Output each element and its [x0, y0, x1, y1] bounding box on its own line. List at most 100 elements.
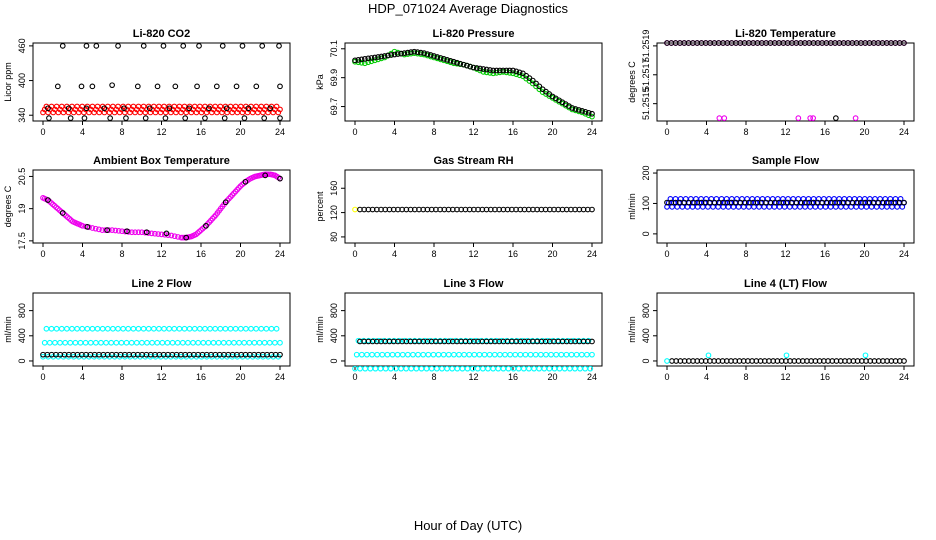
x-tick-label: 8	[743, 372, 748, 382]
data-point-line2-cyan	[118, 339, 125, 346]
data-point-line2-cyan	[135, 325, 142, 332]
panel-gas-stream-rh: Gas Stream RH percent 0 4 8 12 16 20 24 80 120 160	[315, 155, 603, 259]
data-point-line2-cyan	[149, 339, 155, 346]
data-point-line3-cyan	[464, 365, 471, 372]
data-point-line3-cyan	[568, 351, 575, 358]
y-tick-label: 20.5	[17, 168, 27, 186]
data-point-pressure-black	[516, 69, 523, 76]
data-point-line3-cyan	[387, 365, 394, 372]
panel-y-label: kPa	[315, 74, 325, 90]
x-tick-label: 12	[780, 127, 790, 137]
data-point-line2-cyan	[104, 325, 111, 332]
data-point-pressure-black	[460, 61, 467, 68]
data-point-line3-cyan	[556, 365, 563, 372]
x-tick-label: 24	[587, 249, 597, 259]
data-point-line2-cyan	[46, 339, 53, 346]
data-point-pressure-black	[506, 67, 513, 74]
data-point-line2-cyan	[128, 339, 135, 346]
data-point-line2-cyan	[185, 339, 191, 346]
x-tick-label: 20	[547, 127, 557, 137]
data-point-line2-black	[277, 351, 283, 358]
data-point-line3-cyan	[456, 351, 462, 358]
x-tick-label: 8	[431, 127, 436, 137]
figure-x-axis-label: Hour of Day (UTC)	[413, 518, 523, 533]
data-point-pressure-black	[447, 57, 454, 64]
data-point-cycle-3	[121, 105, 127, 112]
data-point-line3-cyan	[491, 351, 498, 358]
data-point-line3-cyan	[389, 351, 396, 358]
y-tick-label: 100	[641, 196, 651, 211]
data-point-line2-cyan	[120, 325, 126, 332]
data-point-line2-cyan	[231, 339, 237, 346]
data-point-line3-cyan	[357, 365, 363, 372]
data-point-cycle-2	[78, 83, 85, 90]
data-point-line3-cyan	[449, 365, 456, 372]
data-point-cycle-1	[276, 43, 282, 49]
x-tick-label: 24	[899, 249, 909, 259]
data-point-line2-cyan	[103, 339, 109, 346]
data-point-pressure-green	[585, 112, 592, 119]
data-point-pressure-black	[421, 50, 427, 56]
data-point-line2-cyan	[200, 339, 207, 346]
data-point-cycle-4	[67, 115, 74, 121]
data-point-line2-cyan	[236, 339, 242, 346]
y-tick-label: 460	[17, 38, 27, 53]
data-point-pressure-black	[457, 60, 464, 67]
data-point-cycle-4	[221, 115, 228, 121]
data-point-cycle-4	[182, 115, 189, 121]
x-tick-label: 0	[664, 249, 669, 259]
data-point-line2-cyan	[261, 339, 268, 346]
data-point-pressure-black	[385, 52, 391, 59]
data-point-pressure-black	[391, 51, 398, 58]
data-point-cycle-2	[233, 83, 240, 90]
data-point-line3-cyan	[587, 365, 594, 372]
data-point-line3-cyan	[413, 365, 420, 372]
x-tick-label: 16	[196, 372, 206, 382]
data-point-pressure-black	[454, 59, 460, 66]
data-point-line3-cyan	[459, 365, 466, 372]
x-tick-label: 0	[40, 249, 45, 259]
data-point-line2-cyan	[169, 339, 176, 346]
data-point-line3-cyan	[364, 351, 370, 358]
data-point-line3-cyan	[526, 365, 532, 372]
x-tick-label: 0	[40, 372, 45, 382]
x-tick-label: 12	[780, 249, 790, 259]
y-tick-label: 800	[17, 303, 27, 318]
y-tick-label: 51.2519	[641, 30, 651, 63]
data-point-cycle-4	[277, 115, 283, 121]
data-point-line4-cyan	[664, 358, 670, 364]
data-point-ambient-magenta	[92, 225, 99, 232]
data-point-temp-magenta	[721, 115, 728, 121]
data-point-line2-cyan	[217, 325, 224, 332]
data-point-line3-cyan	[558, 351, 565, 358]
x-tick-label: 4	[704, 127, 709, 137]
panel-li820-temperature: Li-820 Temperature degrees C 0 4 8 12 16 20 24 51…	[627, 28, 915, 137]
data-point-line3-cyan	[466, 351, 473, 358]
data-point-ambient-black	[143, 229, 150, 236]
data-point-line3-cyan	[399, 351, 406, 358]
data-point-pressure-black	[589, 110, 595, 117]
data-point-cycle-4	[123, 115, 129, 121]
panel-title: Line 2 Flow	[132, 278, 192, 290]
data-point-cycle-1	[239, 43, 246, 49]
y-tick-label: 400	[17, 73, 27, 88]
data-point-ambient-black	[59, 210, 66, 216]
data-point-line2-cyan	[181, 325, 188, 332]
data-point-line2-cyan	[248, 325, 254, 332]
data-point-ambient-magenta	[171, 233, 178, 240]
data-point-line2-cyan	[176, 325, 183, 332]
y-tick-label: 51.2517	[641, 59, 651, 92]
data-point-cycle-3	[206, 105, 212, 112]
y-tick-label: 340	[17, 108, 27, 123]
data-point-line2-cyan	[125, 325, 132, 332]
data-point-line3-cyan	[428, 365, 435, 372]
data-point-cycle-3	[83, 105, 90, 112]
data-point-line2-cyan	[222, 325, 229, 332]
data-point-cycle-2	[109, 82, 115, 89]
data-point-line3-cyan	[440, 351, 447, 358]
data-point-pressure-black	[394, 51, 401, 57]
y-tick-label: 160	[329, 181, 339, 196]
x-tick-label: 0	[352, 127, 357, 137]
data-point-line2-cyan	[232, 325, 239, 332]
y-tick-label: 19	[17, 204, 27, 214]
